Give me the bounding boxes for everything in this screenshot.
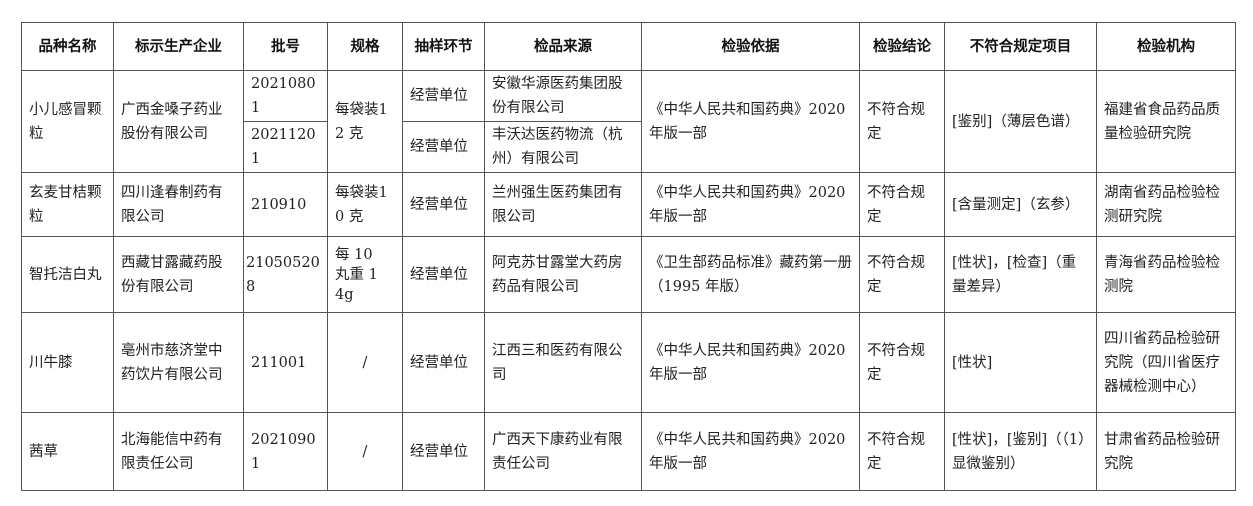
table-row: 玄麦甘桔颗粒 四川逢春制药有限公司 210910 每袋装10 克 经营单位 兰州… (21, 172, 1236, 237)
noncompliant-items: [性状]，[检查]（重量差异） (944, 236, 1097, 313)
batch-number: 20210801 (243, 70, 328, 122)
batch-number: 210505208 (243, 236, 328, 313)
spec: 每袋装12 克 (327, 70, 403, 173)
col-header: 不符合规定项目 (944, 22, 1097, 71)
col-header: 标示生产企业 (113, 22, 244, 71)
table-row: 小儿感冒颗粒 广西金嗓子药业股份有限公司 20210801 每袋装12 克 经营… (21, 70, 1236, 173)
batch-number: 210910 (243, 172, 328, 237)
manufacturer: 四川逢春制药有限公司 (113, 172, 244, 237)
sample-source: 安徽华源医药集团股份有限公司 (484, 70, 642, 122)
header-row: 品种名称 标示生产企业 批号 规格 抽样环节 检品来源 检验依据 检验结论 不符… (21, 22, 1236, 71)
batch-number: 211001 (243, 312, 328, 413)
sample-source: 阿克苏甘露堂大药房药品有限公司 (484, 236, 642, 313)
col-header: 批号 (243, 22, 328, 71)
inspection-basis: 《中华人民共和国药典》2020 年版一部 (641, 412, 860, 491)
manufacturer: 北海能信中药有限责任公司 (113, 412, 244, 491)
drug-name: 茜草 (21, 412, 114, 491)
agency: 福建省食品药品质量检验研究院 (1096, 70, 1236, 173)
sample-source: 丰沃达医药物流（杭州）有限公司 (484, 121, 642, 173)
sample-source: 兰州强生医药集团有限公司 (484, 172, 642, 237)
conclusion: 不符合规定 (859, 236, 945, 313)
noncompliant-items: [性状] (944, 312, 1097, 413)
noncompliant-items: [性状]，[鉴别]（（1）显微鉴别） (944, 412, 1097, 491)
sample-source: 江西三和医药有限公司 (484, 312, 642, 413)
table-row: 20211201 经营单位 丰沃达医药物流（杭州）有限公司 (22, 121, 1236, 173)
sampling-stage: 经营单位 (402, 172, 485, 237)
conclusion: 不符合规定 (859, 312, 945, 413)
manufacturer: 西藏甘露藏药股份有限公司 (113, 236, 244, 313)
conclusion: 不符合规定 (859, 70, 945, 173)
drug-name: 智托洁白丸 (21, 236, 114, 313)
sampling-stage: 经营单位 (402, 412, 485, 491)
spec: 每袋装10 克 (327, 172, 403, 237)
spec: / (327, 412, 403, 491)
inspection-basis: 《中华人民共和国药典》2020 年版一部 (641, 312, 860, 413)
spec: 每 10 丸重 14g (327, 236, 403, 313)
sampling-stage: 经营单位 (402, 312, 485, 413)
drug-name: 玄麦甘桔颗粒 (21, 172, 114, 237)
conclusion: 不符合规定 (859, 412, 945, 491)
col-header: 检验依据 (641, 22, 860, 71)
manufacturer: 亳州市慈济堂中药饮片有限公司 (113, 312, 244, 413)
batch-number: 20211201 (243, 121, 328, 173)
col-header: 抽样环节 (402, 22, 485, 71)
sampling-stage: 经营单位 (402, 70, 485, 122)
sample-source: 广西天下康药业有限责任公司 (484, 412, 642, 491)
col-header: 检验结论 (859, 22, 945, 71)
agency: 甘肃省药品检验研究院 (1096, 412, 1236, 491)
spec: / (327, 312, 403, 413)
noncompliant-items: [含量测定]（玄参） (944, 172, 1097, 237)
manufacturer: 广西金嗓子药业股份有限公司 (113, 70, 244, 173)
conclusion: 不符合规定 (859, 172, 945, 237)
inspection-basis: 《中华人民共和国药典》2020 年版一部 (641, 172, 860, 237)
inspection-basis: 《中华人民共和国药典》2020 年版一部 (641, 70, 860, 173)
col-header: 检品来源 (484, 22, 642, 71)
col-header: 规格 (327, 22, 403, 71)
agency: 四川省药品检验研究院（四川省医疗器械检测中心） (1096, 312, 1236, 413)
sampling-stage: 经营单位 (402, 236, 485, 313)
batch-number: 20210901 (243, 412, 328, 491)
table-row: 茜草 北海能信中药有限责任公司 20210901 / 经营单位 广西天下康药业有… (21, 412, 1236, 491)
inspection-basis: 《卫生部药品标准》藏药第一册（1995 年版） (641, 236, 860, 313)
col-header: 品种名称 (21, 22, 114, 71)
sampling-stage: 经营单位 (402, 121, 485, 173)
noncompliant-items: [鉴别]（薄层色谱） (944, 70, 1097, 173)
col-header: 检验机构 (1096, 22, 1236, 71)
table-row: 川牛膝 亳州市慈济堂中药饮片有限公司 211001 / 经营单位 江西三和医药有… (21, 312, 1236, 413)
agency: 湖南省药品检验检测研究院 (1096, 172, 1236, 237)
agency: 青海省药品检验检测院 (1096, 236, 1236, 313)
table-row: 智托洁白丸 西藏甘露藏药股份有限公司 210505208 每 10 丸重 14g… (21, 236, 1236, 313)
drug-name: 小儿感冒颗粒 (21, 70, 114, 173)
drug-inspection-table: 品种名称 标示生产企业 批号 规格 抽样环节 检品来源 检验依据 检验结论 不符… (21, 22, 1236, 491)
drug-name: 川牛膝 (21, 312, 114, 413)
